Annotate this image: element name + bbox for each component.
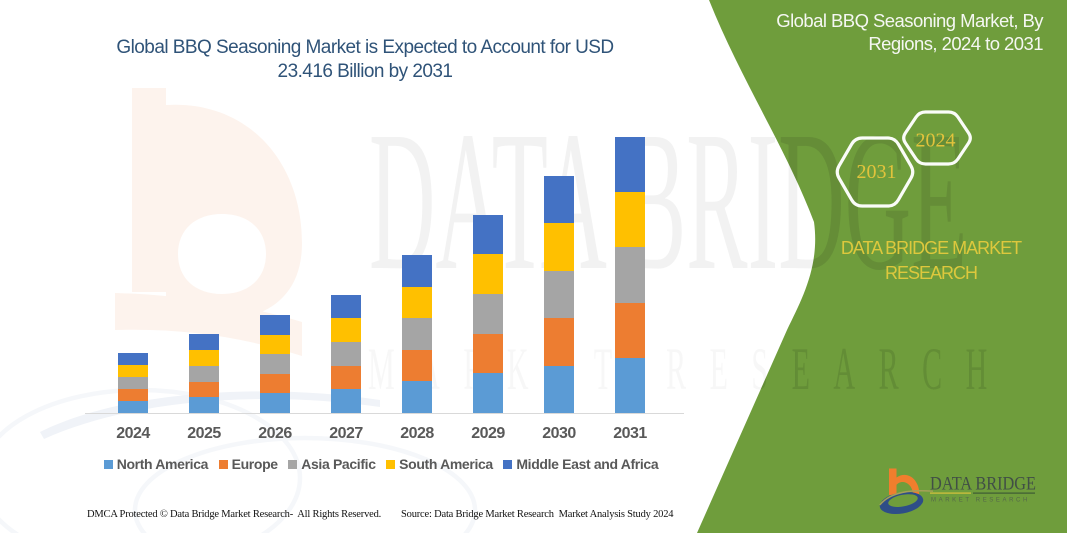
svg-text:DATA BRIDGE: DATA BRIDGE — [369, 89, 967, 311]
svg-text:MARKET RESEARCH: MARKET RESEARCH — [368, 337, 1011, 403]
svg-text:2031: 2031 — [857, 161, 897, 183]
svg-text:MARKET RESEARCH: MARKET RESEARCH — [931, 498, 1030, 504]
svg-text:DATA BRIDGE: DATA BRIDGE — [930, 475, 1036, 495]
svg-text:2024: 2024 — [916, 130, 956, 152]
